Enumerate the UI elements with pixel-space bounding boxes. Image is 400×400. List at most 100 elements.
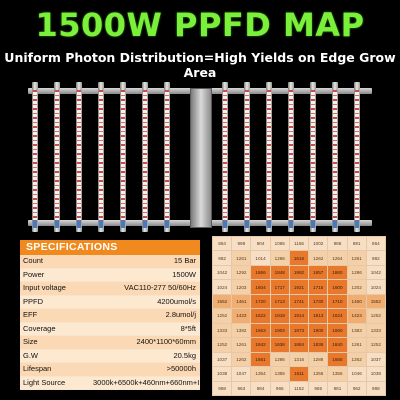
spec-key: Lifespan [23, 364, 52, 373]
ppfd-cell: 1604 [251, 280, 270, 294]
ppfd-cell: 1354 [251, 367, 270, 381]
ppfd-cell: 988 [213, 381, 232, 395]
ppfd-cell: 1914 [289, 309, 309, 323]
spec-row: Count 15 Bar [20, 255, 200, 269]
ppfd-cell: 1715 [309, 280, 328, 294]
ppfd-cell: 1840 [328, 338, 347, 352]
led-grow-light-fixture [20, 82, 380, 232]
spec-value: 1500W [172, 269, 196, 279]
ppfd-cell: 1261 [347, 338, 366, 352]
ppfd-cell: 1355 [270, 367, 289, 381]
ppfd-cell: 1720 [251, 294, 270, 309]
ppfd-cell: 963 [232, 381, 251, 395]
ppfd-cell: 1038 [213, 367, 232, 381]
ppfd-cell: 1203 [232, 280, 251, 294]
ppfd-cell: 1461 [232, 294, 251, 309]
ppfd-cell: 986 [328, 237, 347, 251]
light-bar [354, 82, 360, 232]
ppfd-cell: 1842 [251, 338, 270, 352]
spec-row: Light Source 3000k+6500k+460nm+660nm+IR73… [20, 376, 200, 390]
ppfd-cell: 1661 [251, 352, 270, 367]
ppfd-cell: 1713 [270, 294, 289, 309]
ppfd-cell: 1730 [309, 294, 328, 309]
light-bar [120, 82, 126, 232]
ppfd-cell: 1903 [270, 323, 289, 338]
spec-row: Input voltage VAC110-277 50/60Hz [20, 282, 200, 296]
ppfd-cell: 1252 [366, 338, 385, 352]
ppfd-cell: 1261 [232, 338, 251, 352]
ppfd-cell: 1383 [347, 323, 366, 338]
light-bar [332, 82, 338, 232]
spec-key: Input voltage [23, 283, 66, 292]
spec-key: PPFD [23, 296, 44, 306]
light-bar [288, 82, 294, 232]
ppfd-cell: 1866 [251, 265, 270, 280]
ppfd-cell: 1848 [270, 265, 289, 280]
ppfd-grid: 864 998 904 1065 1156 1002 986 891 864 982 1261 101… [212, 236, 386, 396]
spec-row: Size 2400*1100*60mm [20, 336, 200, 350]
ppfd-cell: 1857 [309, 265, 328, 280]
spec-key: Count [23, 256, 44, 265]
spec-key: Light Source [23, 377, 66, 387]
ppfd-cell: 904 [251, 237, 270, 251]
specifications-header: SPECIFICATIONS [20, 240, 200, 255]
spec-key: Power [23, 269, 45, 279]
ppfd-cell: 1037 [366, 352, 385, 367]
ppfd-cell: 1813 [309, 309, 328, 323]
ppfd-cell: 1460 [347, 294, 366, 309]
ppfd-cell: 1252 [213, 338, 232, 352]
ppfd-cell: 1292 [232, 265, 251, 280]
ppfd-cell: 1423 [232, 309, 251, 323]
ppfd-cell: 1002 [309, 237, 328, 251]
ppfd-cell: 1202 [347, 280, 366, 294]
spec-key: EFF [23, 310, 38, 319]
light-bar [164, 82, 170, 232]
ppfd-cell: 1616 [289, 251, 309, 265]
ppfd-cell: 1252 [213, 309, 232, 323]
specifications-table: SPECIFICATIONS Count 15 Bar Power 1500W Inpu… [20, 240, 200, 392]
page-subtitle: Uniform Photon Distribution=High Yields … [4, 50, 396, 80]
ppfd-cell: 998 [232, 237, 251, 251]
ppfd-cell: 1552 [366, 294, 385, 309]
spec-value: >50000h [166, 364, 196, 373]
ppfd-cell: 1356 [309, 367, 328, 381]
ppfd-cell: 1024 [213, 280, 232, 294]
spec-key: Size [23, 337, 38, 346]
ppfd-cell: 1152 [289, 381, 309, 395]
spec-row: PPFD 4200umol/s [20, 295, 200, 309]
ppfd-cell: 1552 [213, 294, 232, 309]
ppfd-cell: 1665 [328, 352, 347, 367]
ppfd-cell: 1818 [270, 309, 289, 323]
ppfd-cell: 1992 [289, 265, 309, 280]
ppfd-cell: 1622 [251, 309, 270, 323]
ppfd-cell: 988 [366, 381, 385, 395]
ppfd-cell: 1973 [289, 323, 309, 338]
light-bar [32, 82, 38, 232]
page-title: 1500W PPFD MAP [35, 6, 365, 44]
light-bar [76, 82, 82, 232]
ppfd-cell: 891 [347, 237, 366, 251]
light-bar [244, 82, 250, 232]
ppfd-cell: 965 [309, 381, 328, 395]
ppfd-cell: 1264 [328, 251, 347, 265]
ppfd-cell: 984 [251, 381, 270, 395]
ppfd-cell: 1261 [232, 251, 251, 265]
spec-row: Coverage 8*5ft [20, 322, 200, 336]
ppfd-cell: 1316 [289, 352, 309, 367]
spec-value: 2400*1100*60mm [136, 337, 197, 346]
ppfd-cell: 982 [366, 251, 385, 265]
ppfd-cell: 1836 [309, 338, 328, 352]
light-bar [310, 82, 316, 232]
ppfd-cell: 1423 [347, 309, 366, 323]
ppfd-cell: 1042 [213, 265, 232, 280]
light-bar [142, 82, 148, 232]
spec-key: Coverage [23, 323, 56, 333]
ppfd-cell: 1921 [289, 280, 309, 294]
ppfd-cell: 1042 [366, 265, 385, 280]
ppfd-cell: 1638 [270, 338, 289, 352]
ppfd-cell: 1262 [309, 251, 328, 265]
ppfd-cell: 1860 [328, 265, 347, 280]
spec-row: Power 1500W [20, 268, 200, 282]
ppfd-cell: 981 [328, 381, 347, 395]
ppfd-cell: 864 [366, 237, 385, 251]
